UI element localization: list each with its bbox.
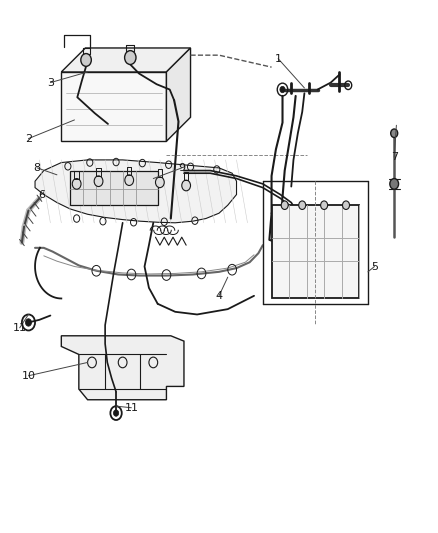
Text: 11: 11 — [124, 403, 138, 413]
Polygon shape — [35, 160, 237, 223]
Polygon shape — [166, 48, 191, 141]
Text: 3: 3 — [47, 78, 54, 87]
Circle shape — [390, 179, 399, 189]
Circle shape — [343, 201, 350, 209]
Circle shape — [124, 51, 136, 64]
Bar — [70, 171, 158, 205]
Text: 7: 7 — [391, 152, 398, 162]
Circle shape — [391, 129, 398, 138]
Circle shape — [321, 201, 328, 209]
Circle shape — [125, 175, 134, 185]
Bar — [272, 205, 359, 298]
Text: 4: 4 — [215, 291, 223, 301]
Circle shape — [72, 179, 81, 189]
Text: 9: 9 — [178, 163, 185, 173]
Circle shape — [25, 319, 32, 326]
Polygon shape — [61, 336, 184, 400]
Circle shape — [81, 54, 92, 67]
Text: 10: 10 — [21, 371, 35, 381]
Circle shape — [299, 201, 306, 209]
Text: 6: 6 — [38, 190, 45, 199]
Circle shape — [280, 86, 285, 93]
Text: 5: 5 — [371, 262, 378, 271]
Circle shape — [155, 177, 164, 188]
Circle shape — [182, 180, 191, 191]
Text: 1: 1 — [275, 54, 282, 63]
Bar — [61, 72, 166, 141]
Circle shape — [113, 410, 119, 416]
Text: 11: 11 — [13, 323, 27, 333]
Circle shape — [281, 201, 288, 209]
Circle shape — [94, 176, 103, 187]
Text: 2: 2 — [25, 134, 32, 143]
Text: 8: 8 — [34, 163, 41, 173]
Polygon shape — [61, 48, 191, 72]
